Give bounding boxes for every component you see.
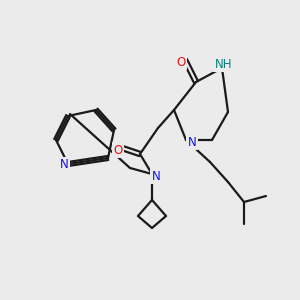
Text: N: N: [188, 136, 196, 148]
Text: O: O: [176, 56, 186, 68]
Text: O: O: [113, 143, 123, 157]
Text: NH: NH: [215, 58, 233, 70]
Text: N: N: [152, 169, 160, 182]
Text: N: N: [60, 158, 68, 172]
